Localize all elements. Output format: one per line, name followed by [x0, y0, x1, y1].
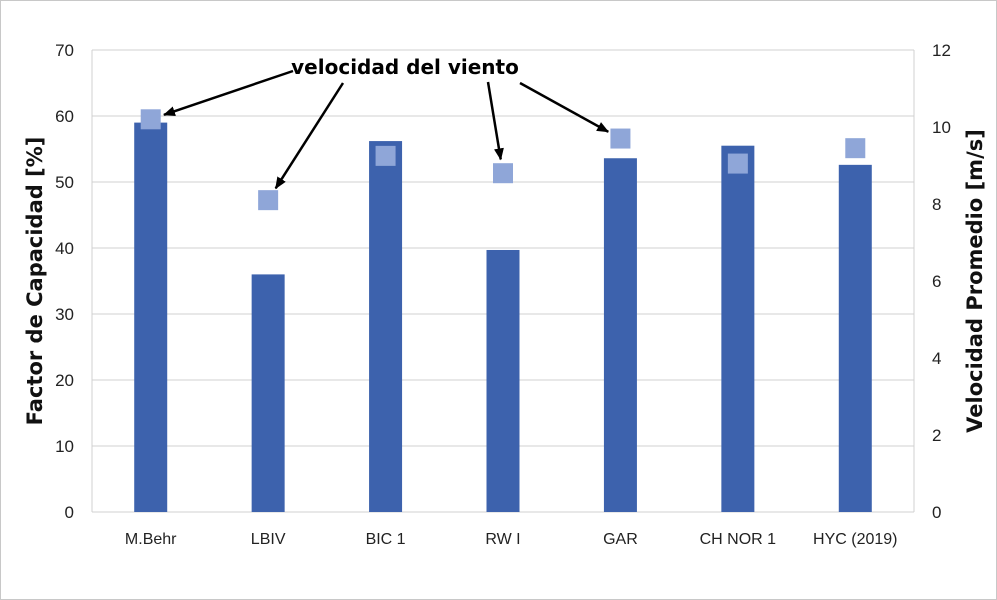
bar-series [134, 122, 872, 513]
left-axis-tick-label: 40 [55, 239, 74, 258]
wind-speed-marker [610, 128, 631, 149]
annotation-arrow [274, 82, 345, 190]
annotation-label: velocidad del viento [291, 55, 519, 79]
gridlines [91, 49, 915, 513]
bar [134, 122, 168, 512]
annotation-arrow [163, 69, 294, 116]
category-label: M.Behr [125, 531, 177, 548]
category-label: HYC (2019) [813, 531, 897, 548]
left-axis-ticks: 0 10 20 30 40 50 60 70 [55, 41, 74, 522]
category-label: GAR [603, 531, 638, 548]
left-axis-tick-label: 70 [55, 41, 74, 60]
left-axis-tick-label: 20 [55, 371, 74, 390]
right-axis-tick-label: 6 [932, 272, 941, 291]
wind-speed-marker [727, 153, 748, 174]
bar [369, 141, 403, 512]
left-axis-tick-label: 30 [55, 305, 74, 324]
wind-speed-marker [845, 138, 866, 159]
category-labels: M.Behr LBIV BIC 1 RW I GAR CH NOR 1 HYC (2019) [125, 531, 898, 548]
bar [603, 158, 637, 513]
right-axis-tick-label: 12 [932, 41, 951, 60]
annotation-arrow [519, 81, 610, 133]
category-label: LBIV [251, 531, 286, 548]
wind-speed-marker [140, 109, 161, 130]
annotation-arrow [486, 81, 504, 161]
left-axis-tick-label: 10 [55, 437, 74, 456]
annotation: velocidad del viento [163, 55, 610, 190]
bar [251, 274, 285, 512]
right-axis-tick-label: 4 [932, 349, 941, 368]
left-axis-tick-label: 50 [55, 173, 74, 192]
left-axis-tick-label: 60 [55, 107, 74, 126]
category-label: CH NOR 1 [700, 531, 777, 548]
category-label: RW I [485, 531, 520, 548]
wind-speed-marker [493, 163, 513, 184]
category-label: BIC 1 [366, 531, 406, 548]
bar [838, 164, 872, 512]
right-axis-tick-label: 10 [932, 118, 951, 137]
bar [486, 249, 520, 513]
left-axis-title: Factor de Capacidad [%] [23, 137, 47, 426]
right-axis-tick-label: 8 [932, 195, 941, 214]
marker-series [140, 109, 866, 211]
wind-speed-marker [375, 145, 396, 166]
left-axis-tick-label: 0 [65, 503, 74, 522]
right-axis-title: Velocidad Promedio [m/s] [963, 129, 987, 433]
right-axis-ticks: 0 2 4 6 8 10 12 [932, 41, 951, 522]
right-axis-tick-label: 0 [932, 503, 941, 522]
bar [721, 145, 755, 512]
wind-speed-marker [258, 190, 279, 211]
right-axis-tick-label: 2 [932, 426, 941, 445]
